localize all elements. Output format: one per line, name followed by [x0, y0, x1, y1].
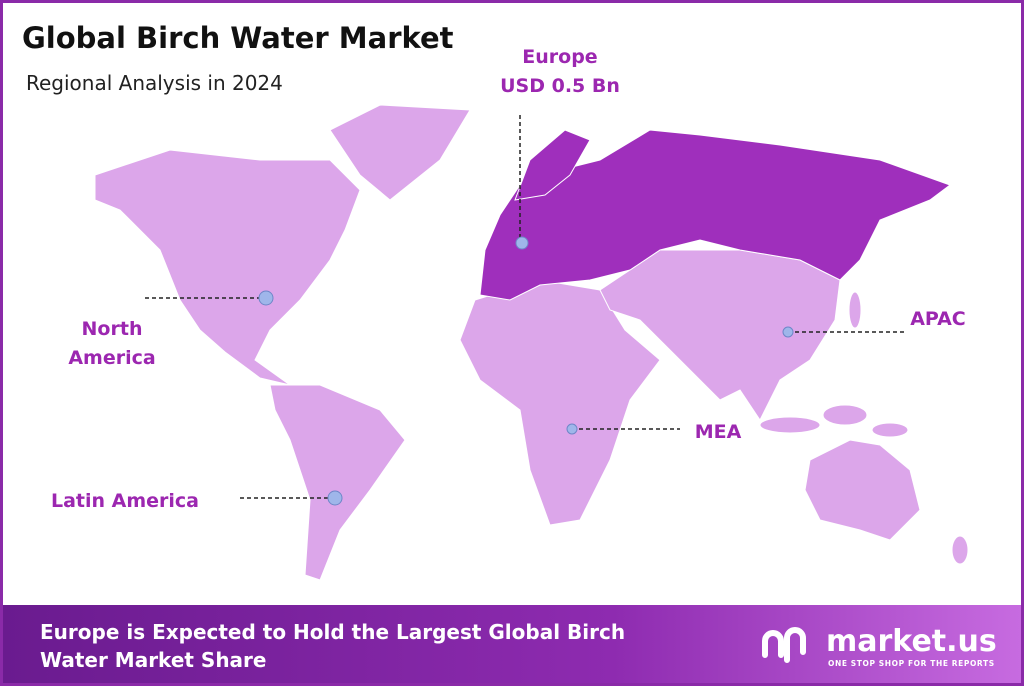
marker	[566, 423, 578, 435]
world-map	[94, 104, 969, 581]
south-america	[269, 384, 406, 581]
island	[822, 404, 868, 426]
scandinavia	[514, 129, 591, 201]
australia	[804, 439, 921, 541]
logo-name: market.us	[826, 624, 997, 659]
region-label: America	[68, 347, 155, 369]
logo-icon	[762, 627, 806, 663]
footer-band	[3, 605, 1021, 683]
title: Global Birch Water Market	[22, 21, 454, 55]
region-value: USD 0.5 Bn	[500, 75, 620, 97]
island	[871, 422, 909, 438]
region-label: APAC	[910, 308, 966, 330]
subtitle: Regional Analysis in 2024	[26, 71, 283, 95]
marker	[515, 236, 529, 250]
marker	[327, 490, 343, 506]
region-label: Latin America	[51, 490, 199, 512]
region-label: MEA	[695, 421, 742, 443]
region-label: Europe	[522, 46, 597, 68]
asia	[599, 249, 841, 421]
footer-text: Europe is Expected to Hold the Largest G…	[40, 620, 625, 644]
logo: market.us ONE STOP SHOP FOR THE REPORTS	[762, 624, 997, 668]
greenland	[329, 104, 471, 201]
footer-text: Water Market Share	[40, 648, 266, 672]
marker	[782, 326, 794, 338]
island	[951, 535, 969, 565]
marker	[258, 290, 274, 306]
region-label: North	[82, 318, 143, 340]
logo-tagline: ONE STOP SHOP FOR THE REPORTS	[828, 659, 995, 668]
island	[848, 291, 862, 329]
north-america	[94, 149, 361, 386]
island	[759, 416, 821, 434]
